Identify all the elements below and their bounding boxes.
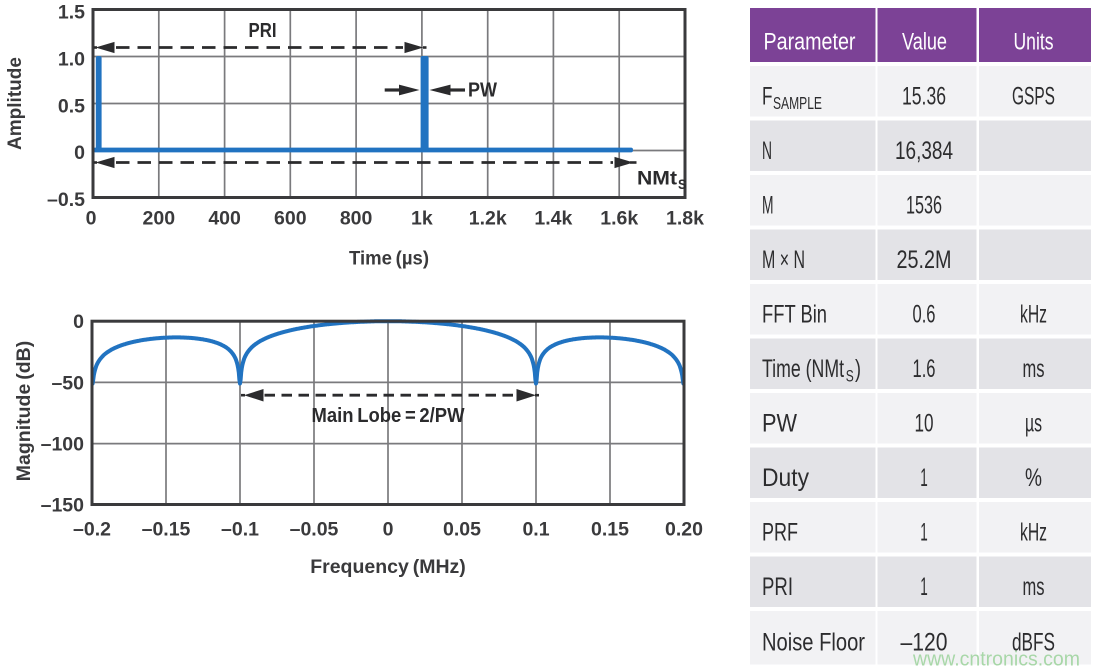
svg-text:PW: PW (762, 410, 797, 438)
svg-text:600: 600 (274, 208, 307, 230)
svg-text:Main Lobe = 2/PW: Main Lobe = 2/PW (312, 404, 466, 427)
svg-text:Amplitude: Amplitude (5, 57, 26, 150)
svg-text:–0.1: –0.1 (221, 519, 259, 541)
svg-text:Duty: Duty (762, 464, 809, 492)
svg-text:15.36: 15.36 (902, 83, 946, 111)
svg-text:S: S (678, 177, 687, 192)
svg-text:1k: 1k (411, 208, 433, 230)
svg-text:1536: 1536 (906, 192, 942, 220)
svg-text:M: M (762, 192, 774, 220)
svg-text:0: 0 (74, 142, 85, 164)
svg-text:–0.2: –0.2 (73, 519, 111, 541)
svg-text:FFT Bin: FFT Bin (762, 301, 827, 329)
svg-text:www.cntronics.com: www.cntronics.com (912, 648, 1080, 671)
svg-text:1.2k: 1.2k (469, 208, 507, 230)
svg-text:ms: ms (1023, 573, 1045, 601)
svg-text:µs: µs (1025, 410, 1042, 438)
svg-text:S: S (846, 367, 854, 386)
svg-text:400: 400 (208, 208, 241, 230)
svg-text:NMt: NMt (637, 168, 678, 190)
svg-text:0.15: 0.15 (591, 519, 629, 541)
svg-text:–0.15: –0.15 (142, 519, 191, 541)
svg-text:–0.05: –0.05 (290, 519, 339, 541)
svg-text:10: 10 (915, 410, 934, 438)
svg-text:0: 0 (73, 311, 84, 333)
svg-text:1.6: 1.6 (913, 355, 936, 383)
svg-text:kHz: kHz (1020, 519, 1047, 547)
svg-text:Value: Value (902, 29, 947, 56)
svg-text:M × N: M × N (762, 246, 805, 274)
svg-text:Noise Floor: Noise Floor (762, 629, 865, 657)
svg-text:800: 800 (340, 208, 373, 230)
svg-text:0.6: 0.6 (913, 301, 936, 329)
svg-text:ms: ms (1023, 355, 1045, 383)
svg-text:0.1: 0.1 (522, 519, 549, 541)
svg-text:–100: –100 (41, 434, 85, 456)
svg-text:Frequency (MHz): Frequency (MHz) (310, 556, 466, 578)
svg-text:PRF: PRF (762, 519, 798, 547)
svg-text:GSPS: GSPS (1012, 83, 1055, 111)
svg-text:Parameter: Parameter (764, 29, 856, 56)
svg-text:0: 0 (86, 208, 97, 230)
svg-text:–0.5: –0.5 (47, 189, 85, 211)
svg-text:–50: –50 (51, 372, 84, 394)
svg-text:1: 1 (920, 519, 928, 547)
svg-text:1.5: 1.5 (58, 2, 85, 24)
svg-text:1.0: 1.0 (58, 49, 85, 71)
svg-text:F: F (762, 83, 773, 111)
svg-text:): ) (855, 355, 861, 383)
svg-text:1.8k: 1.8k (666, 208, 704, 230)
svg-text:Time (NMt: Time (NMt (762, 355, 844, 383)
svg-text:dBFS: dBFS (1012, 629, 1055, 657)
svg-text:Magnitude (dB): Magnitude (dB) (13, 341, 35, 481)
svg-text:0: 0 (383, 519, 394, 541)
svg-text:1: 1 (920, 573, 928, 601)
svg-text:SAMPLE: SAMPLE (773, 93, 822, 113)
svg-text:0.5: 0.5 (58, 96, 85, 118)
svg-text:PW: PW (468, 80, 497, 102)
svg-text:–150: –150 (41, 495, 85, 517)
svg-text:1.6k: 1.6k (600, 208, 638, 230)
svg-text:1.4k: 1.4k (534, 208, 572, 230)
svg-text:Time (µs): Time (µs) (349, 248, 429, 270)
svg-text:PRI: PRI (249, 19, 277, 42)
svg-text:N: N (762, 137, 772, 165)
svg-text:–120: –120 (901, 629, 948, 657)
svg-text:0.20: 0.20 (665, 519, 703, 541)
svg-text:kHz: kHz (1020, 301, 1047, 329)
svg-text:PRI: PRI (762, 573, 793, 601)
svg-text:1: 1 (920, 464, 928, 492)
svg-text:0.05: 0.05 (443, 519, 481, 541)
svg-text:16,384: 16,384 (895, 137, 953, 165)
svg-text:Units: Units (1014, 29, 1054, 56)
svg-text:200: 200 (143, 208, 176, 230)
svg-text:25.2M: 25.2M (897, 246, 952, 274)
svg-text:%: % (1025, 464, 1042, 492)
